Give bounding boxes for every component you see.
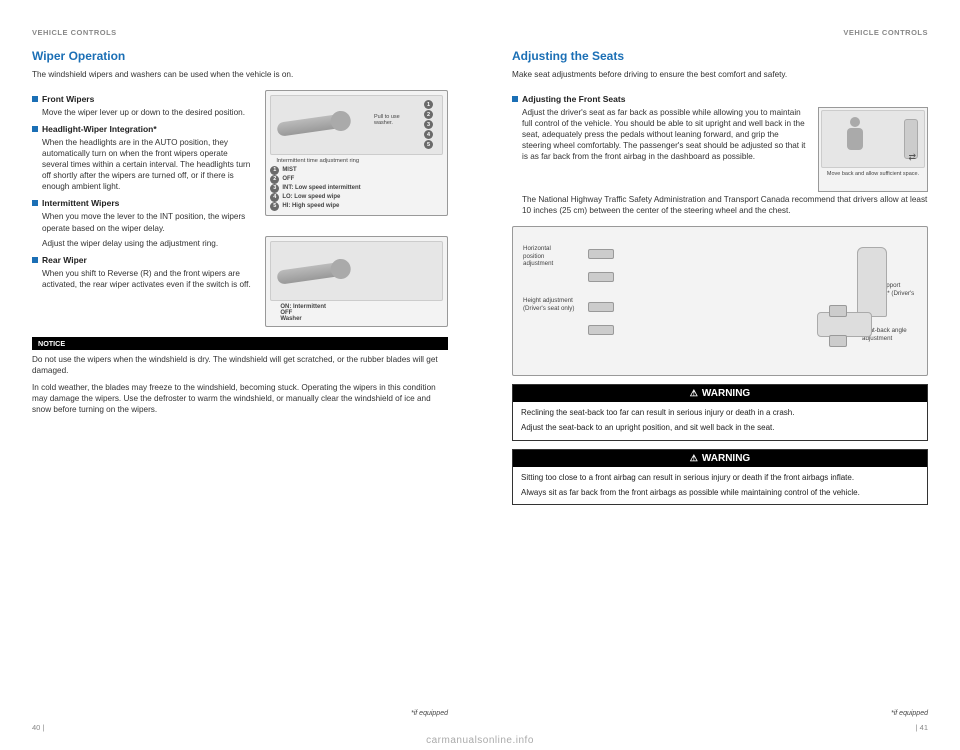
figure-wiper-stalk: 1 2 3 4 5 Pull to use washer. Intermitte… [265, 90, 448, 216]
warning-1-p1: Reclining the seat-back too far can resu… [521, 408, 919, 419]
warning-header-2: ⚠ WARNING [513, 450, 927, 467]
page-left: VEHICLE CONTROLS Wiper Operation The win… [0, 0, 480, 750]
page-num-right: | 41 [512, 723, 928, 732]
seat-shape [817, 247, 887, 347]
warning-title-2: WARNING [702, 453, 750, 464]
notice-tag: NOTICE [32, 337, 448, 350]
legend-5-text: HI: High speed wipe [282, 202, 339, 211]
lbl-height: Height adjustment (Driver's seat only) [523, 297, 578, 312]
p-intermittent-2: Adjust the wiper delay using the adjustm… [42, 238, 255, 249]
warning-header-1: ⚠ WARNING [513, 385, 927, 402]
p-front-wipers: Move the wiper lever up or down to the d… [42, 107, 255, 118]
legend-4: 4LO: Low speed wipe [270, 193, 443, 202]
figure-seat-position: ⇄ Move back and allow sufficient space. [818, 107, 928, 192]
warning-1-p2: Adjust the seat-back to an upright posit… [521, 423, 919, 434]
seats-small-fig-col: ⇄ Move back and allow sufficient space. [818, 107, 928, 192]
legend-5: 5HI: High speed wipe [270, 202, 443, 211]
pull-label: Pull to use washer. [374, 114, 402, 126]
sub-adjust-front-seats: Adjusting the Front Seats [512, 94, 928, 104]
legend-3-text: INT: Low speed intermittent [282, 184, 360, 193]
sub-intermittent: Intermittent Wipers [32, 198, 255, 208]
legend-3: 3INT: Low speed intermittent [270, 184, 443, 193]
figure-seat-controls: Horizontal position adjustment Height ad… [512, 226, 928, 376]
sub-headlight-wiper: Headlight-Wiper Integration* [32, 124, 255, 134]
legend-1-text: MIST [282, 166, 296, 175]
wiper-stalk-illustration: 1 2 3 4 5 Pull to use washer. [270, 95, 443, 155]
warning-box-1: ⚠ WARNING Reclining the seat-back too fa… [512, 384, 928, 441]
wiper-figure-col: 1 2 3 4 5 Pull to use washer. Intermitte… [265, 88, 448, 327]
seat-position-illustration: ⇄ [821, 110, 925, 168]
header-left: VEHICLE CONTROLS [32, 28, 448, 37]
page-spread: VEHICLE CONTROLS Wiper Operation The win… [0, 0, 960, 750]
rear-wiper-illustration [270, 241, 443, 301]
figure-rear-wiper: ON: Intermittent OFF Washer [265, 236, 448, 327]
if-equipped-left: *if equipped [32, 710, 448, 717]
p-rear-wiper: When you shift to Reverse (R) and the fr… [42, 268, 255, 290]
fig2-line3: Washer [270, 316, 443, 322]
warning-body-2: Sitting too close to a front airbag can … [513, 467, 927, 505]
intro-seats: Make seat adjustments before driving to … [512, 69, 928, 80]
seats-p2: The National Highway Traffic Safety Admi… [522, 194, 928, 216]
warning-box-2: ⚠ WARNING Sitting too close to a front a… [512, 449, 928, 506]
page-right: VEHICLE CONTROLS Adjusting the Seats Mak… [480, 0, 960, 750]
p-headlight-wiper: When the headlights are in the AUTO posi… [42, 137, 255, 192]
if-equipped-right: *if equipped [512, 710, 928, 717]
legend-2-text: OFF [282, 175, 294, 184]
seats-text-col: Adjust the driver's seat as far back as … [512, 107, 808, 192]
warning-body-1: Reclining the seat-back too far can resu… [513, 402, 927, 440]
warning-title-1: WARNING [702, 388, 750, 399]
header-right: VEHICLE CONTROLS [512, 28, 928, 37]
intro-wipers: The windshield wipers and washers can be… [32, 69, 448, 80]
footer-left: *if equipped 40 | [32, 710, 448, 732]
warning-2-p2: Always sit as far back from the front ai… [521, 488, 919, 499]
footer-right: *if equipped | 41 [512, 710, 928, 732]
seats-two-col: Adjust the driver's seat as far back as … [512, 107, 928, 192]
warning-icon: ⚠ [690, 453, 698, 464]
legend-4-text: LO: Low speed wipe [282, 193, 340, 202]
watermark: carmanualsonline.info [0, 735, 960, 746]
wiper-text-col: Front Wipers Move the wiper lever up or … [32, 88, 255, 327]
notice-2: In cold weather, the blades may freeze t… [32, 382, 448, 415]
warning-icon: ⚠ [690, 388, 698, 399]
seats-p1: Adjust the driver's seat as far back as … [522, 107, 808, 162]
ring-label: Intermittent time adjustment ring [270, 158, 443, 164]
section-title-wipers: Wiper Operation [32, 49, 448, 63]
lbl-horiz: Horizontal position adjustment [523, 245, 573, 267]
p-intermittent-1: When you move the lever to the INT posit… [42, 211, 255, 233]
page-num-left: 40 | [32, 723, 448, 732]
legend-2: 2OFF [270, 175, 443, 184]
small-fig-caption: Move back and allow sufficient space. [821, 171, 925, 177]
warning-2-p1: Sitting too close to a front airbag can … [521, 473, 919, 484]
notice-1: Do not use the wipers when the windshiel… [32, 354, 448, 376]
legend-1: 1MIST [270, 166, 443, 175]
section-title-seats: Adjusting the Seats [512, 49, 928, 63]
sub-front-wipers: Front Wipers [32, 94, 255, 104]
sub-rear-wiper: Rear Wiper [32, 255, 255, 265]
wiper-two-col: Front Wipers Move the wiper lever up or … [32, 88, 448, 327]
